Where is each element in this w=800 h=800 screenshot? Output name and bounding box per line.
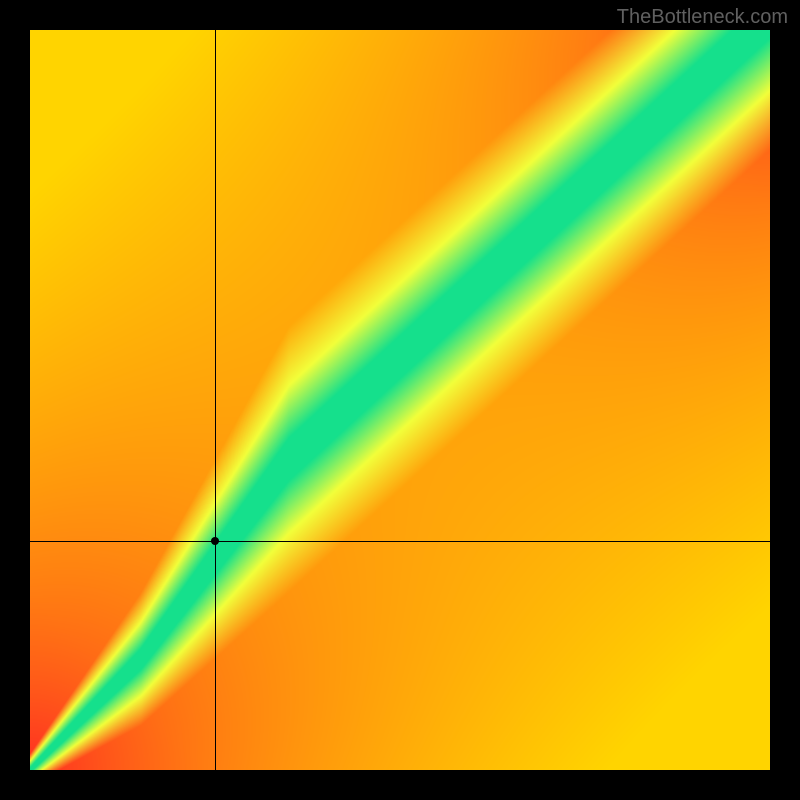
watermark-text: TheBottleneck.com xyxy=(617,6,788,29)
chart-container: TheBottleneck.com xyxy=(0,0,800,800)
crosshair-vertical xyxy=(215,30,216,770)
heatmap-canvas xyxy=(30,30,770,770)
data-point-marker xyxy=(211,537,219,545)
crosshair-horizontal xyxy=(30,541,770,542)
plot-area xyxy=(30,30,770,770)
